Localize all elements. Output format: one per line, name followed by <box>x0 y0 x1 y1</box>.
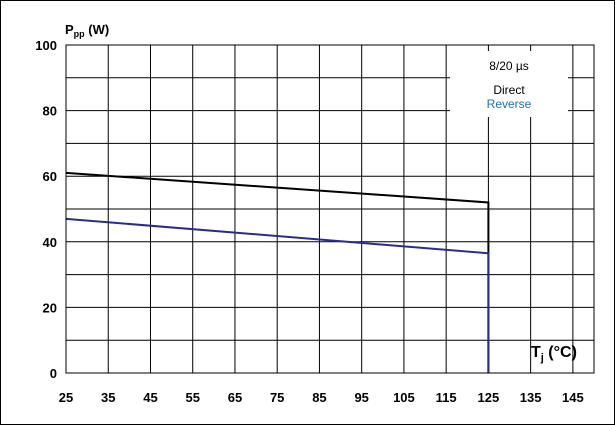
x-tick-label: 55 <box>185 390 199 405</box>
legend-item-direct: Direct <box>493 83 525 97</box>
y-axis-label-sub: pp <box>74 29 85 39</box>
x-tick-label: 25 <box>59 390 73 405</box>
x-tick-label: 145 <box>562 390 584 405</box>
y-tick-label: 40 <box>43 235 57 250</box>
x-axis-label: Tj (°C) <box>531 344 577 364</box>
x-tick-label: 75 <box>270 390 284 405</box>
y-tick-label: 100 <box>35 38 57 53</box>
x-tick-label: 35 <box>101 390 115 405</box>
y-tick-label: 80 <box>43 104 57 119</box>
x-tick-label: 135 <box>520 390 542 405</box>
x-tick-labels: 25 35 45 55 65 75 85 95 105 115 125 135 145 <box>59 390 584 405</box>
series-lines <box>65 171 490 373</box>
x-tick-label: 115 <box>436 390 457 405</box>
x-axis-label-sub: j <box>540 352 544 364</box>
y-axis-label-unit: (W) <box>85 22 110 37</box>
plot-border <box>65 44 595 374</box>
x-tick-label: 105 <box>393 390 415 405</box>
y-tick-label: 20 <box>43 300 57 315</box>
x-axis-label-main: T <box>531 344 541 361</box>
x-tick-label: 65 <box>228 390 242 405</box>
y-tick-labels: 0 20 40 60 80 100 <box>35 38 57 381</box>
x-tick-label: 85 <box>312 390 326 405</box>
x-axis-label-unit: (°C) <box>544 344 577 361</box>
x-tick-label: 45 <box>143 390 157 405</box>
legend-title: 8/20 µs <box>489 59 529 73</box>
y-tick-label: 0 <box>50 366 57 381</box>
y-axis-label: Ppp (W) <box>65 22 109 39</box>
x-tick-label: 95 <box>354 390 368 405</box>
legend-box <box>450 51 568 117</box>
x-tick-label: 125 <box>478 390 500 405</box>
legend-item-reverse: Reverse <box>487 97 532 111</box>
series-line-reverse <box>65 217 490 373</box>
y-axis-label-main: P <box>65 22 74 37</box>
y-tick-label: 60 <box>43 169 57 184</box>
